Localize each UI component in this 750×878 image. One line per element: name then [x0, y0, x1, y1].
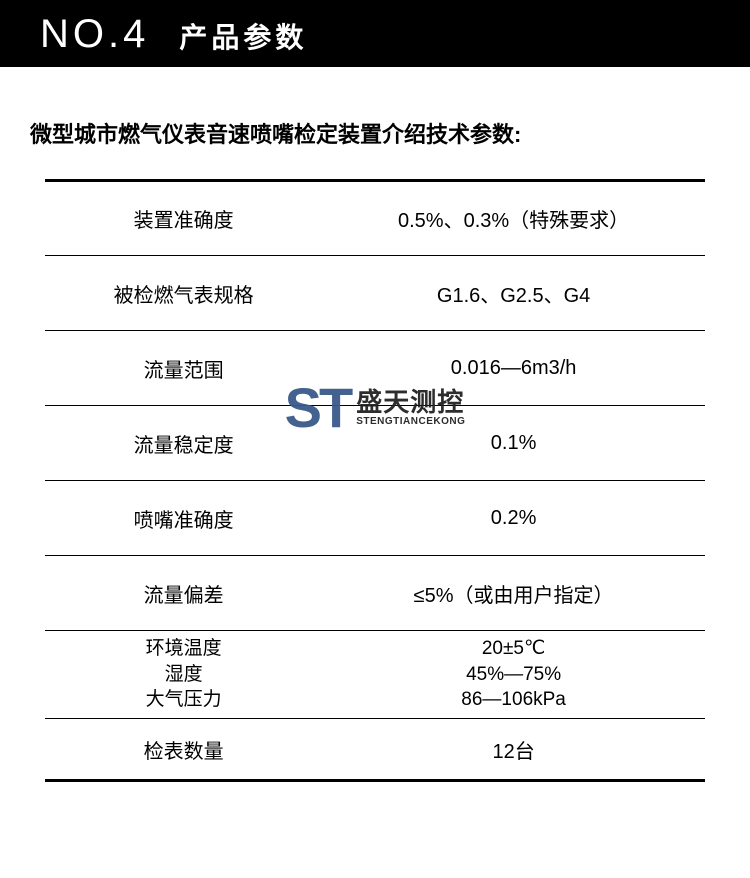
- spec-value: G1.6、G2.5、G4: [322, 256, 705, 331]
- table-row: 检表数量 12台: [45, 719, 705, 781]
- spec-table: 装置准确度 0.5%、0.3%（特殊要求） 被检燃气表规格 G1.6、G2.5、…: [45, 179, 705, 782]
- spec-value: 0.016—6m3/h: [322, 331, 705, 406]
- spec-label: 检表数量: [45, 719, 322, 781]
- spec-label: 喷嘴准确度: [45, 481, 322, 556]
- spec-table-wrap: 装置准确度 0.5%、0.3%（特殊要求） 被检燃气表规格 G1.6、G2.5、…: [0, 179, 750, 782]
- spec-value: 0.1%: [322, 406, 705, 481]
- spec-label: 被检燃气表规格: [45, 256, 322, 331]
- spec-value-line: 20±5℃: [322, 636, 705, 662]
- section-number: NO.4: [40, 12, 149, 57]
- spec-value: 12台: [322, 719, 705, 781]
- section-title: 产品参数: [179, 16, 307, 56]
- spec-value-line: 86—106kPa: [322, 687, 705, 713]
- spec-value: 0.5%、0.3%（特殊要求）: [322, 181, 705, 256]
- spec-label: 流量范围: [45, 331, 322, 406]
- spec-value: ≤5%（或由用户指定）: [322, 556, 705, 631]
- spec-label: 流量偏差: [45, 556, 322, 631]
- spec-label-line: 环境温度: [45, 636, 322, 662]
- table-row: 流量范围 0.016—6m3/h: [45, 331, 705, 406]
- spec-label: 环境温度 湿度 大气压力: [45, 631, 322, 719]
- table-row: 被检燃气表规格 G1.6、G2.5、G4: [45, 256, 705, 331]
- page-subtitle: 微型城市燃气仪表音速喷嘴检定装置介绍技术参数:: [0, 67, 750, 179]
- table-row: 流量稳定度 0.1%: [45, 406, 705, 481]
- spec-label: 流量稳定度: [45, 406, 322, 481]
- spec-label-line: 湿度: [45, 662, 322, 688]
- section-header: NO.4 产品参数: [0, 0, 750, 67]
- table-row: 环境温度 湿度 大气压力 20±5℃ 45%—75% 86—106kPa: [45, 631, 705, 719]
- spec-value: 20±5℃ 45%—75% 86—106kPa: [322, 631, 705, 719]
- spec-label-line: 大气压力: [45, 687, 322, 713]
- spec-value: 0.2%: [322, 481, 705, 556]
- spec-label: 装置准确度: [45, 181, 322, 256]
- table-row: 装置准确度 0.5%、0.3%（特殊要求）: [45, 181, 705, 256]
- spec-value-line: 45%—75%: [322, 662, 705, 688]
- table-row: 流量偏差 ≤5%（或由用户指定）: [45, 556, 705, 631]
- table-row: 喷嘴准确度 0.2%: [45, 481, 705, 556]
